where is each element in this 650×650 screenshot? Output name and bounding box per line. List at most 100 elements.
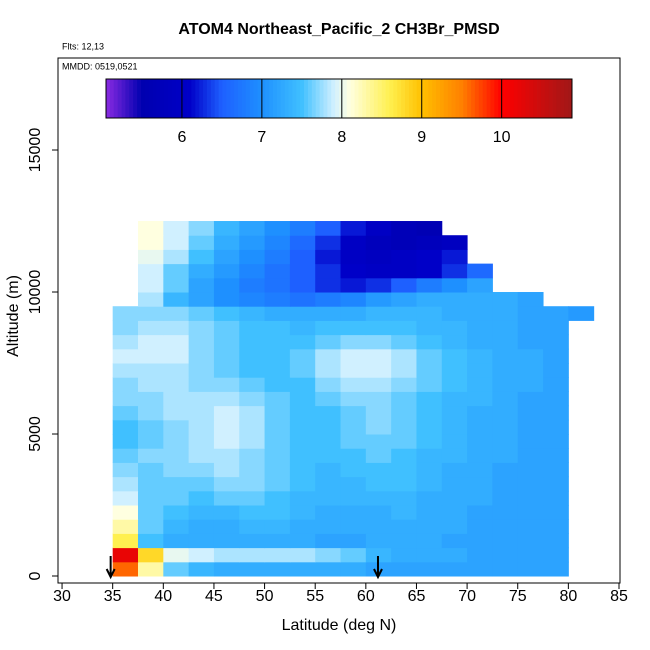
- heatmap-cell: [163, 334, 190, 350]
- heatmap-cell: [391, 405, 417, 421]
- heatmap-cell: [340, 306, 367, 321]
- heatmap-cell: [365, 249, 392, 265]
- heatmap-cell: [264, 462, 291, 478]
- heatmap-cell: [416, 434, 443, 449]
- heatmap-cell: [188, 249, 215, 265]
- x-tick-label: 40: [154, 588, 172, 605]
- heatmap-cell: [340, 533, 367, 549]
- heatmap-cell: [391, 292, 417, 307]
- heatmap-cell: [137, 462, 164, 478]
- heatmap-cell: [340, 547, 367, 563]
- colorbar-swatch: [245, 79, 251, 118]
- colorbar-swatch: [568, 79, 573, 118]
- colorbar-swatch: [241, 79, 247, 118]
- heatmap-cell: [264, 263, 291, 279]
- heatmap-cell: [492, 519, 519, 534]
- heatmap-cell: [137, 334, 164, 350]
- heatmap-cell: [517, 505, 544, 520]
- heatmap-cell: [441, 391, 468, 407]
- heatmap-cell: [239, 533, 266, 549]
- heatmap-cell: [137, 348, 164, 364]
- heatmap-cell: [391, 434, 417, 449]
- heatmap-cell: [163, 363, 190, 378]
- heatmap-cell: [391, 263, 417, 279]
- colorbar-swatch: [148, 79, 153, 118]
- heatmap-cell: [213, 391, 240, 407]
- colorbar-swatch: [226, 79, 231, 118]
- colorbar-swatch: [393, 79, 398, 118]
- heatmap-cell: [239, 292, 266, 307]
- heatmap-cell: [441, 277, 468, 293]
- colorbar-swatch: [471, 79, 476, 118]
- heatmap-cell: [365, 306, 392, 321]
- heatmap-cell: [467, 519, 493, 534]
- colorbar-swatch: [156, 79, 161, 118]
- heatmap-cell: [112, 419, 139, 435]
- heatmap-cell: [441, 490, 468, 506]
- heatmap-cell: [492, 462, 519, 478]
- heatmap-cell: [163, 348, 190, 364]
- colorbar-swatch: [401, 79, 406, 118]
- colorbar-tick-label: 10: [493, 129, 511, 146]
- heatmap-cell: [137, 391, 164, 407]
- heatmap-cell: [543, 505, 569, 520]
- heatmap: [112, 221, 595, 577]
- colorbar-swatch: [424, 79, 429, 118]
- axes: 30 35 40 45 50 55 60 65 70 75 80 85 0 5000 10000 15000: [27, 57, 628, 605]
- heatmap-cell: [137, 476, 164, 492]
- heatmap-cell: [137, 320, 164, 336]
- colorbar-swatch: [416, 79, 421, 118]
- colorbar-tick-label: 6: [177, 129, 186, 146]
- heatmap-cell: [416, 363, 443, 378]
- plot-frame: [57, 57, 621, 584]
- heatmap-cell: [289, 292, 316, 307]
- heatmap-cell: [340, 334, 367, 350]
- heatmap-cell: [163, 249, 190, 265]
- heatmap-cell: [416, 306, 443, 321]
- heatmap-cell: [239, 249, 266, 265]
- heatmap-cell: [416, 249, 443, 265]
- heatmap-cell: [467, 292, 493, 307]
- heatmap-cell: [467, 547, 493, 563]
- heatmap-cell: [441, 348, 468, 364]
- heatmap-cell: [340, 490, 367, 506]
- heatmap-cell: [543, 405, 569, 421]
- heatmap-cell: [289, 263, 316, 279]
- colorbar-swatch: [451, 79, 456, 118]
- heatmap-cell: [112, 391, 139, 407]
- heatmap-cell: [188, 505, 215, 520]
- heatmap-cell: [112, 434, 139, 449]
- heatmap-cell: [137, 561, 164, 577]
- heatmap-cell: [441, 561, 468, 577]
- heatmap-cell: [188, 448, 215, 463]
- heatmap-cell: [163, 547, 190, 563]
- heatmap-cell: [340, 448, 367, 463]
- x-tick-label: 65: [408, 588, 426, 605]
- colorbar-swatch: [459, 79, 464, 118]
- colorbar-swatch: [265, 79, 270, 118]
- heatmap-cell: [365, 391, 392, 407]
- heatmap-cell: [289, 505, 316, 520]
- heatmap-cell: [213, 462, 240, 478]
- colorbar-swatch: [129, 79, 134, 118]
- heatmap-cell: [213, 476, 240, 492]
- heatmap-cell: [213, 235, 240, 250]
- heatmap-cell: [112, 363, 139, 378]
- heatmap-cell: [188, 235, 215, 250]
- heatmap-cell: [264, 292, 291, 307]
- heatmap-cell: [365, 462, 392, 478]
- heatmap-cell: [416, 292, 443, 307]
- heatmap-cell: [467, 476, 493, 492]
- colorbar-swatch: [323, 79, 328, 118]
- heatmap-cell: [264, 547, 291, 563]
- heatmap-cell: [492, 306, 519, 321]
- heatmap-cell: [492, 419, 519, 435]
- heatmap-cell: [213, 448, 240, 463]
- heatmap-cell: [365, 320, 392, 336]
- heatmap-cell: [492, 547, 519, 563]
- heatmap-cell: [340, 292, 367, 307]
- heatmap-cell: [441, 263, 468, 279]
- heatmap-cell: [391, 519, 417, 534]
- heatmap-cell: [467, 434, 493, 449]
- heatmap-cell: [441, 292, 468, 307]
